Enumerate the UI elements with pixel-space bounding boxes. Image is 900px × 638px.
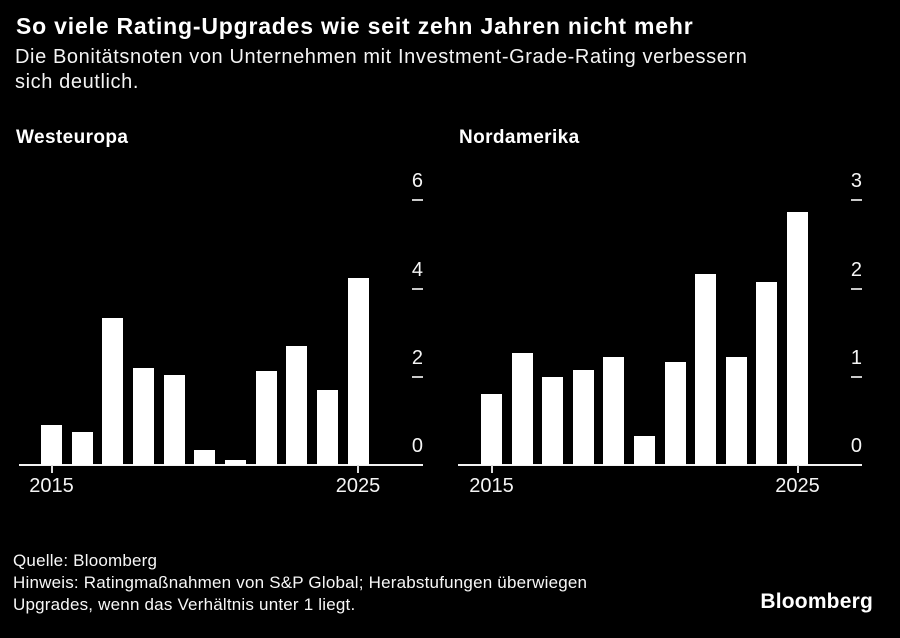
source-text: Quelle: Bloomberg: [13, 551, 158, 570]
bar-2016: [511, 352, 533, 465]
page-title: So viele Rating-Upgrades wie seit zehn J…: [16, 13, 694, 39]
y-tick-2: [851, 287, 862, 290]
bar-2024: [316, 389, 338, 465]
x-tick-label-2015: 2015: [29, 475, 74, 497]
y-tick-label-6: 6: [411, 170, 423, 193]
bar-2022: [695, 274, 717, 465]
bar-2019: [163, 374, 185, 465]
y-tick-label-2: 2: [411, 346, 423, 369]
bar-2017: [102, 318, 124, 465]
note-line-2: Upgrades, wenn das Verhältnis unter 1 li…: [13, 595, 356, 614]
bar-2025: [347, 277, 369, 465]
y-tick-4: [412, 287, 423, 290]
y-tick-2: [412, 375, 423, 378]
y-tick-label-2: 2: [850, 258, 862, 281]
bar-2018: [132, 367, 154, 465]
bar-2024: [756, 281, 778, 465]
footer-notes: Quelle: Bloomberg Hinweis: Ratingmaßnahm…: [13, 550, 587, 616]
y-tick-label-4: 4: [411, 258, 423, 281]
bar-2023: [286, 345, 308, 465]
bar-2015: [41, 425, 62, 465]
bar-2020: [194, 450, 216, 465]
y-tick-label-0: 0: [850, 435, 862, 457]
subtitle-line-1: Die Bonitätsnoten von Unternehmen mit In…: [15, 46, 748, 68]
subtitle-line-2: sich deutlich.: [15, 71, 140, 93]
bloomberg-logo: Bloomberg: [760, 590, 873, 613]
y-tick-label-1: 1: [850, 346, 862, 369]
page-subtitle: Die Bonitätsnoten von Unternehmen mit In…: [15, 45, 747, 95]
y-tick-1: [851, 375, 862, 378]
x-tick-label-2015: 2015: [469, 475, 514, 497]
bar-2015: [481, 394, 502, 465]
x-tick-label-2025: 2025: [335, 475, 381, 497]
bar-2016: [71, 432, 93, 465]
bar-2018: [572, 369, 594, 465]
bar-2017: [542, 376, 564, 465]
bar-2023: [725, 357, 747, 465]
x-axis: [19, 464, 423, 466]
x-tick-2025: [796, 465, 799, 473]
bar-2020: [634, 435, 655, 465]
bar-2025: [787, 211, 808, 465]
y-tick-label-0: 0: [411, 435, 423, 457]
x-axis: [458, 464, 862, 466]
chart-title-westeuropa: Westeuropa: [16, 127, 129, 148]
x-tick-2015: [490, 465, 493, 473]
bar-2021: [224, 459, 246, 465]
x-tick-label-2025: 2025: [775, 475, 820, 497]
note-line-1: Hinweis: Ratingmaßnahmen von S&P Global;…: [13, 573, 588, 592]
y-tick-6: [412, 199, 423, 202]
bar-2022: [255, 370, 277, 465]
x-tick-2015: [50, 465, 53, 473]
y-tick-3: [851, 199, 862, 202]
y-tick-label-3: 3: [850, 170, 862, 193]
chart-title-nordamerika: Nordamerika: [459, 127, 580, 148]
bar-2021: [664, 361, 686, 465]
bar-2019: [603, 356, 625, 465]
x-tick-2025: [357, 465, 359, 473]
